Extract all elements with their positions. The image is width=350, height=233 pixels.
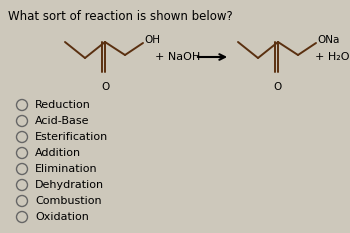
Text: Elimination: Elimination <box>35 164 98 174</box>
Text: O: O <box>101 82 109 92</box>
Text: Combustion: Combustion <box>35 196 101 206</box>
Text: What sort of reaction is shown below?: What sort of reaction is shown below? <box>8 10 233 23</box>
Text: + NaOH: + NaOH <box>155 52 200 62</box>
Text: + H₂O: + H₂O <box>315 52 350 62</box>
Text: Acid-Base: Acid-Base <box>35 116 90 126</box>
Text: ONa: ONa <box>317 35 340 45</box>
Text: Addition: Addition <box>35 148 81 158</box>
Text: Dehydration: Dehydration <box>35 180 104 190</box>
Text: O: O <box>274 82 282 92</box>
Text: OH: OH <box>144 35 160 45</box>
Text: Oxidation: Oxidation <box>35 212 89 222</box>
Text: Esterification: Esterification <box>35 132 108 142</box>
Text: Reduction: Reduction <box>35 100 91 110</box>
